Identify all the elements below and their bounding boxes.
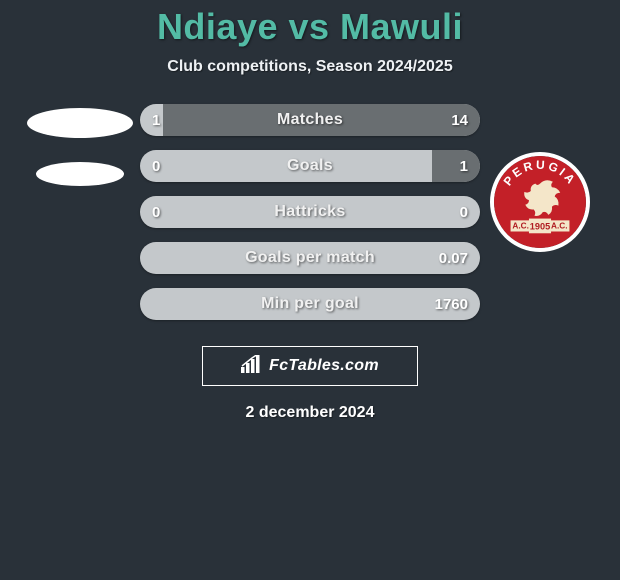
stat-row: Min per goal1760	[140, 288, 480, 320]
crest-year: 1905	[530, 222, 550, 232]
stat-value-right: 14	[451, 104, 468, 136]
stat-value-right: 1760	[435, 288, 468, 320]
stat-row: Goals per match0.07	[140, 242, 480, 274]
right-badge-column: PERUGIA A.C. A.C. 1905	[480, 104, 600, 252]
club-crest-perugia: PERUGIA A.C. A.C. 1905	[490, 152, 590, 252]
brand-box: FcTables.com	[202, 346, 418, 386]
stats-column: 1Matches140Goals10Hattricks0Goals per ma…	[140, 104, 480, 320]
player1-club-placeholder	[36, 162, 124, 186]
footer-date: 2 december 2024	[0, 404, 620, 422]
stat-value-right: 1	[460, 150, 468, 182]
stat-value-right: 0	[460, 196, 468, 228]
stat-label: Matches	[140, 111, 480, 129]
stat-label: Goals	[140, 157, 480, 175]
stat-value-right: 0.07	[439, 242, 468, 274]
left-badge-column	[20, 104, 140, 186]
stat-label: Goals per match	[140, 249, 480, 267]
stat-row: 1Matches14	[140, 104, 480, 136]
page-title: Ndiaye vs Mawuli	[0, 6, 620, 48]
brand-chart-icon	[241, 355, 263, 378]
page-subtitle: Club competitions, Season 2024/2025	[0, 58, 620, 76]
player1-badge-placeholder	[27, 108, 133, 138]
crest-banner-left: A.C.	[512, 222, 529, 231]
crest-banner-right: A.C.	[551, 222, 568, 231]
stat-label: Min per goal	[140, 295, 480, 313]
stat-row: 0Hattricks0	[140, 196, 480, 228]
stat-row: 0Goals1	[140, 150, 480, 182]
stat-label: Hattricks	[140, 203, 480, 221]
brand-text: FcTables.com	[269, 357, 379, 375]
